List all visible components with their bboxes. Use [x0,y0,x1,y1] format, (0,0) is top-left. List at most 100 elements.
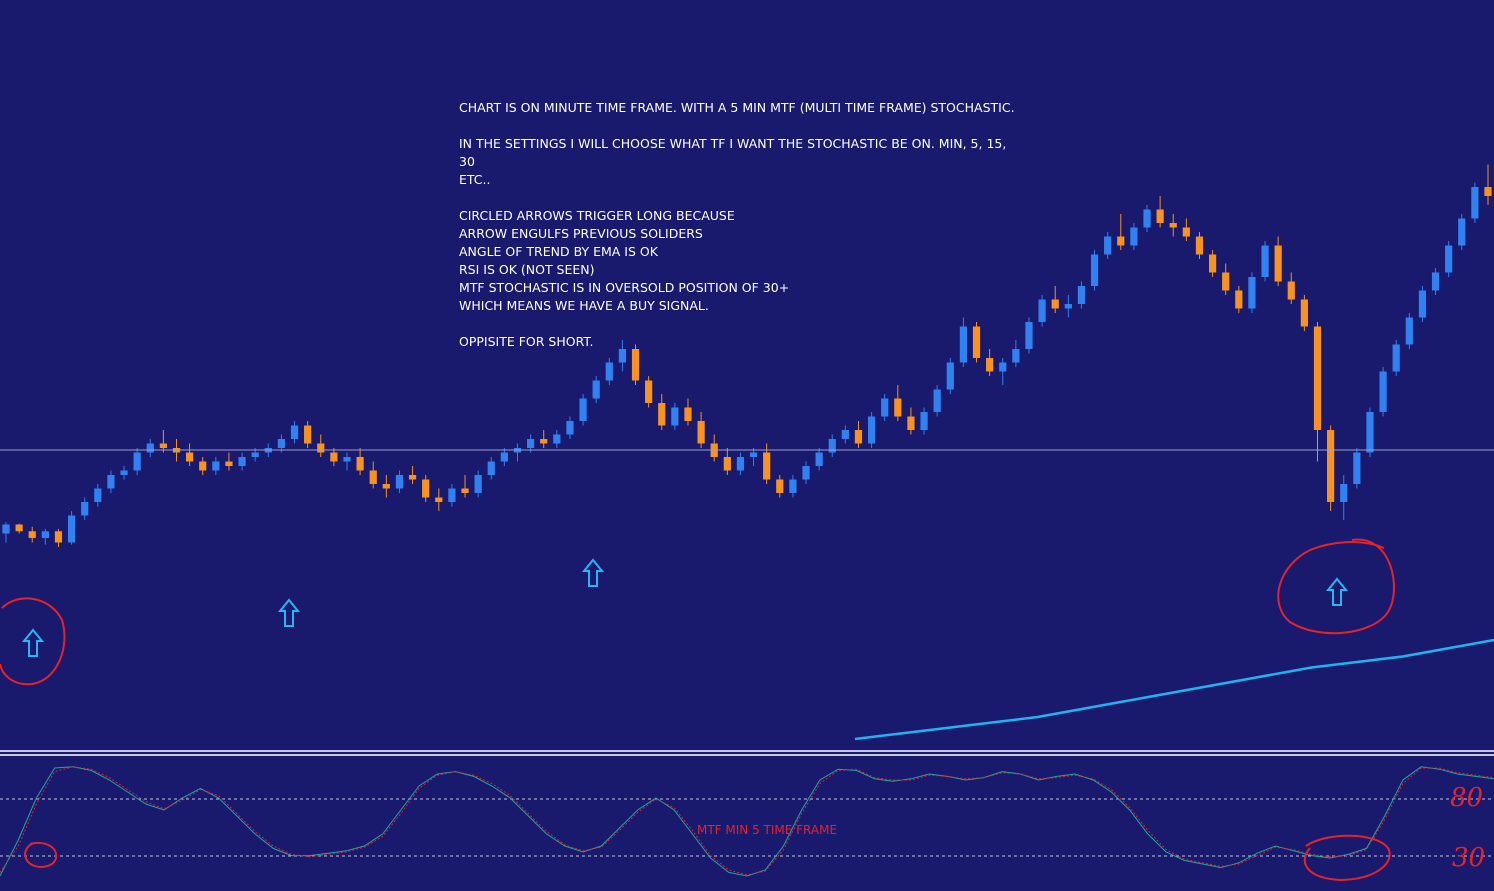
candle-body [343,457,351,462]
candle [356,448,364,475]
buy-arrow-icon [277,598,301,627]
candle-body [946,362,954,390]
candle-body [1195,236,1204,255]
candle [631,344,640,385]
candle-body [120,470,128,475]
candle-body [2,524,10,534]
candle [81,497,89,520]
candle-body [986,358,994,372]
candle [736,452,745,475]
annotation-line: ARROW ENGULFS PREVIOUS SOLIDERS [459,226,703,241]
candle-body [1117,236,1125,246]
candle-body [28,531,36,538]
candle [343,452,351,471]
candle [605,358,613,385]
candle-body [763,452,771,480]
candle [999,358,1007,385]
handwritten-80-label: 80 [1450,783,1483,813]
candle [146,439,154,457]
candle [1484,164,1492,205]
candle [487,457,495,480]
candle [2,522,10,543]
candle [776,475,784,498]
candle [1353,448,1361,489]
candle [1051,286,1059,313]
candle [710,434,718,462]
candle-body [933,389,941,412]
candle-body [500,452,508,462]
candle-body [526,439,535,448]
candle [1235,286,1243,313]
annotation-line: CHART IS ON MINUTE TIME FRAME. WITH A 5 … [459,100,1015,115]
candle-body [1090,254,1099,286]
candle-body [1064,304,1072,309]
candle [986,349,994,376]
candle-body [1235,290,1243,309]
candle-body [894,398,902,417]
candle-body [828,439,836,453]
candle [618,340,627,372]
candle [1418,286,1427,322]
candle [290,421,299,444]
candle-body [41,531,49,538]
annotation-line: ANGLE OF TREND BY EMA IS OK [459,244,658,259]
candle [212,457,220,475]
candle [317,434,325,457]
candle-body [225,461,233,466]
candle [894,385,902,421]
candle-body [94,488,102,502]
candle [566,416,574,439]
candle-body [1143,209,1151,228]
candle [1392,340,1400,376]
candle-body [1038,299,1046,322]
candle-body [422,479,430,498]
candle-body [1327,430,1335,502]
stoch-main-line [0,766,1494,877]
candle-body [1458,218,1466,246]
candle [28,526,36,543]
candle [474,470,482,498]
candle [304,421,312,448]
candle-body [1222,272,1230,291]
candle-body [81,502,89,516]
candle [120,466,128,480]
candle [907,407,915,435]
candle-body [920,412,928,430]
candle [828,434,836,457]
candle [789,475,797,498]
candle-body [723,457,731,471]
candle [1208,250,1217,277]
candle [1313,322,1322,462]
ema-line [854,638,1494,741]
candle [54,529,63,547]
candle [1222,263,1230,295]
candle [1195,232,1204,259]
candle-body [1077,286,1086,304]
candle [1038,295,1046,327]
candle-body [881,398,889,417]
candle-body [356,457,364,471]
candle [749,448,758,466]
candle-body [186,452,194,462]
candle [802,461,810,484]
annotation-line: RSI IS OK (NOT SEEN) [459,262,595,277]
signal-circle-left [0,597,66,686]
candle [946,358,954,394]
candle [1261,241,1269,282]
candle-body [212,461,220,471]
candle-body [199,461,207,471]
candle [1366,407,1374,457]
candle-body [592,380,600,399]
candle [920,407,928,435]
candle [881,394,889,421]
candle-body [631,349,640,381]
candle-body [1484,187,1492,196]
candle-body [618,349,627,363]
candle-body [474,475,482,493]
candle-body [133,452,141,471]
annotation-line: IN THE SETTINGS I WILL CHOOSE WHAT TF I … [459,136,1007,169]
candle-body [1025,322,1033,349]
stoch-circle-left [24,842,58,868]
candle-body [107,475,115,489]
candle [461,475,469,498]
